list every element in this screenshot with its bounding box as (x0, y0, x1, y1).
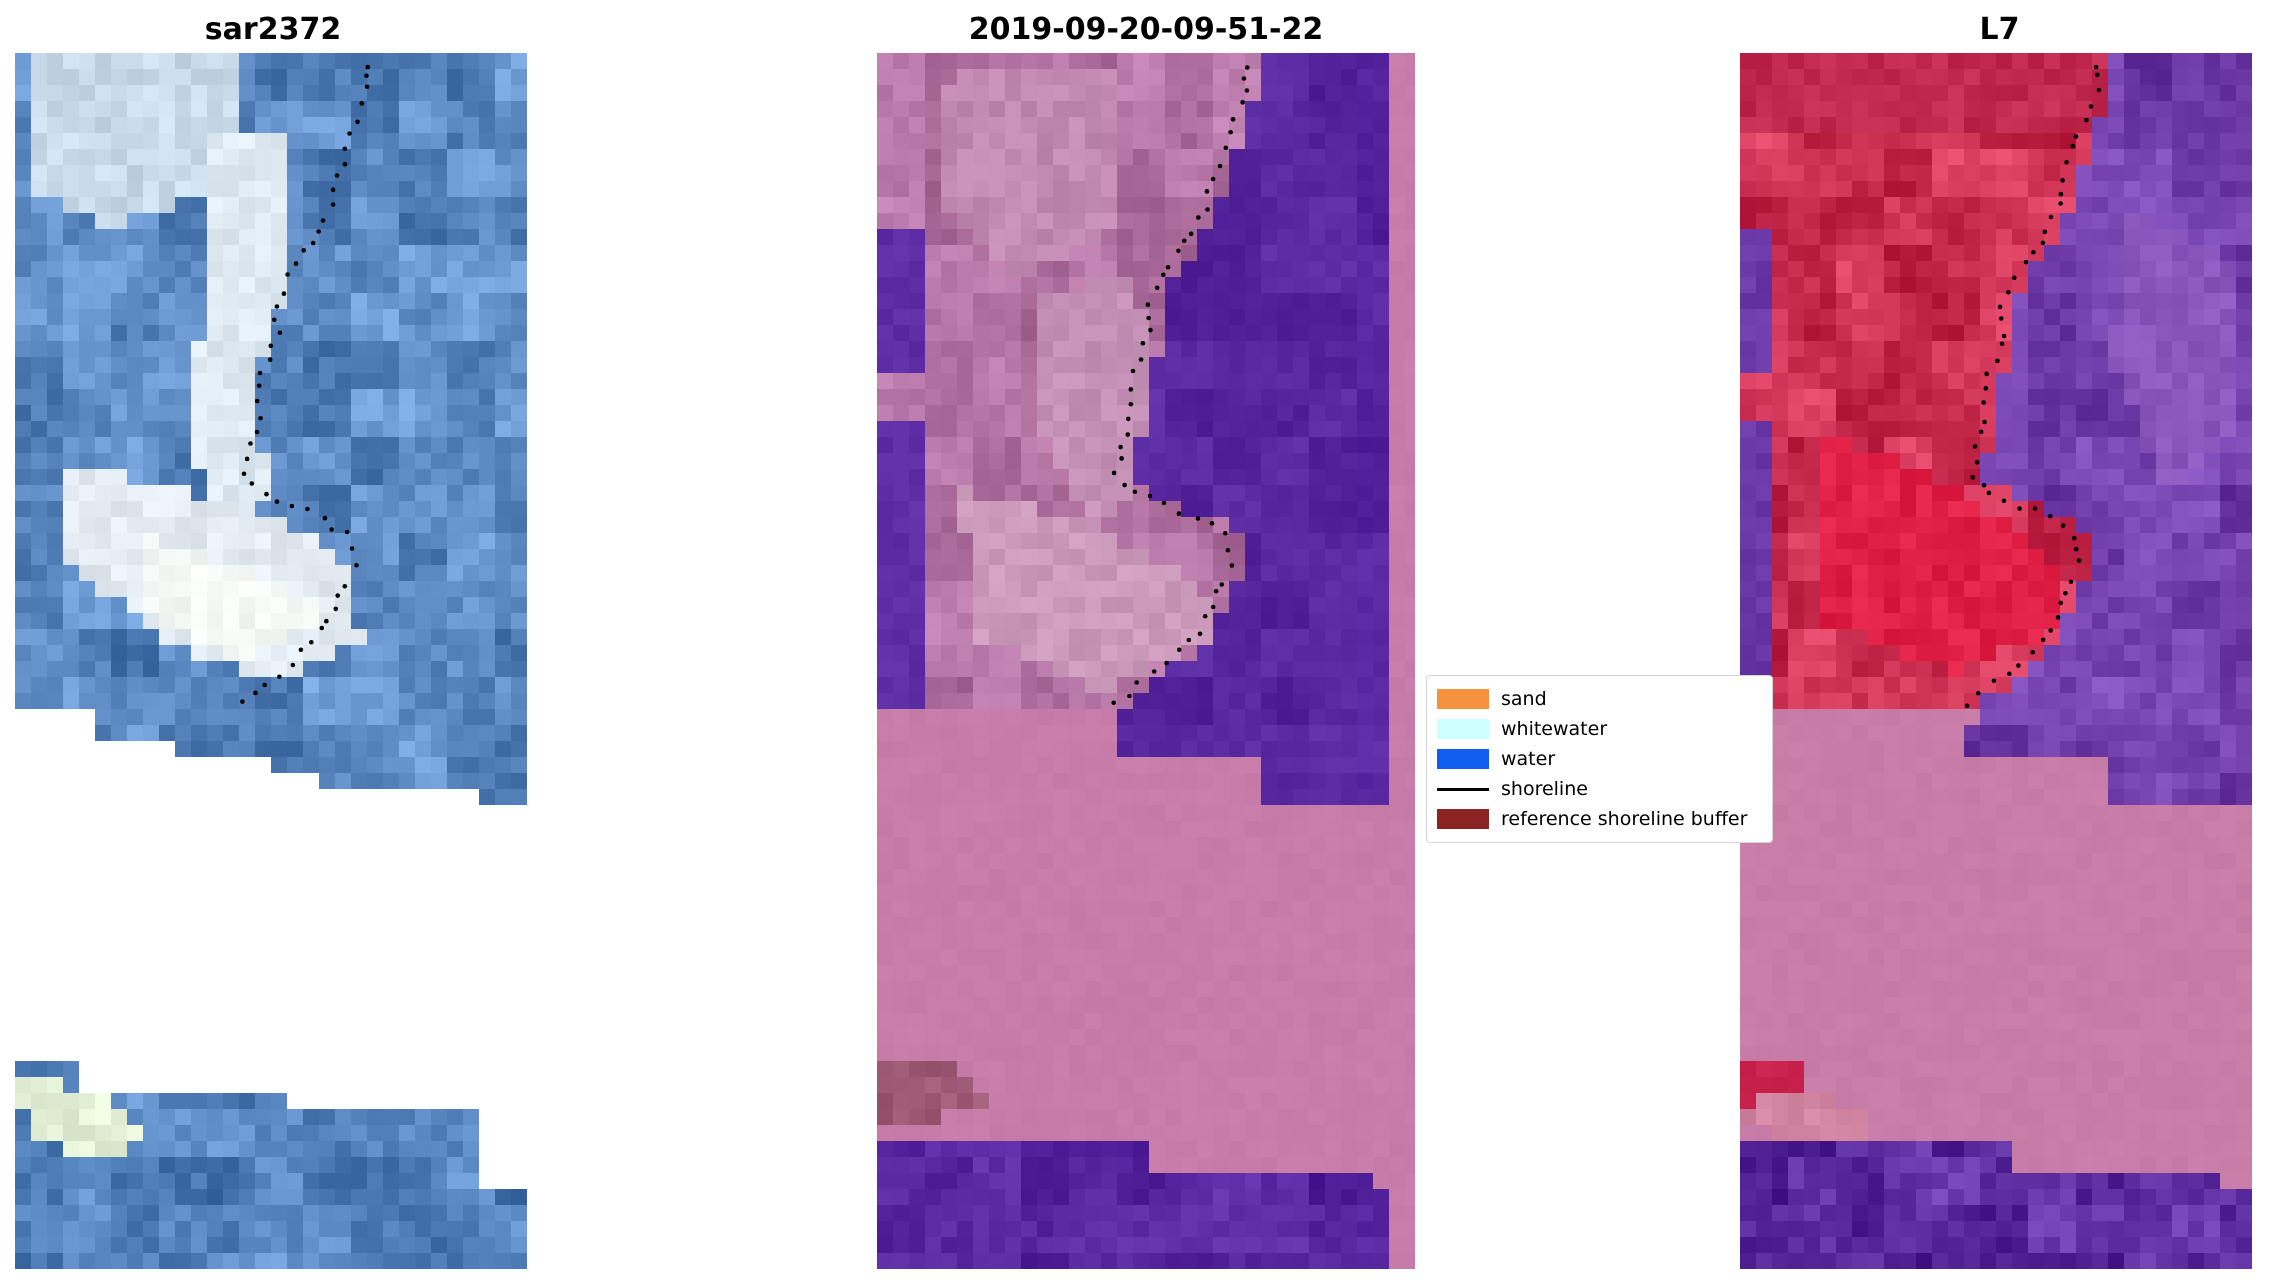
panel-title-date: 2019-09-20-09-51-22 (968, 12, 1324, 47)
legend-item-reference-buffer: reference shoreline buffer (1437, 804, 1762, 834)
panel-title-l7: L7 (1979, 12, 2020, 47)
classified-image-panel (877, 53, 1415, 1277)
whitewater-swatch (1437, 719, 1489, 739)
legend-item-whitewater: whitewater (1437, 714, 1762, 744)
reference-buffer-swatch (1437, 809, 1489, 829)
sar-image-panel (15, 53, 531, 1277)
legend-label-whitewater: whitewater (1501, 718, 1608, 740)
legend-item-water: water (1437, 744, 1762, 774)
panel-title-sar2372: sar2372 (204, 12, 342, 47)
legend-label-sand: sand (1501, 688, 1547, 710)
water-swatch (1437, 749, 1489, 769)
legend-label-reference-buffer: reference shoreline buffer (1501, 808, 1748, 830)
sand-swatch (1437, 689, 1489, 709)
legend-label-shoreline: shoreline (1501, 778, 1588, 800)
legend-box: sand whitewater water shoreline referenc… (1426, 675, 1773, 843)
shoreline-line-swatch (1437, 787, 1489, 791)
l7-image-panel (1740, 53, 2259, 1277)
legend-item-sand: sand (1437, 684, 1762, 714)
legend-label-water: water (1501, 748, 1556, 770)
legend-item-shoreline: shoreline (1437, 774, 1762, 804)
